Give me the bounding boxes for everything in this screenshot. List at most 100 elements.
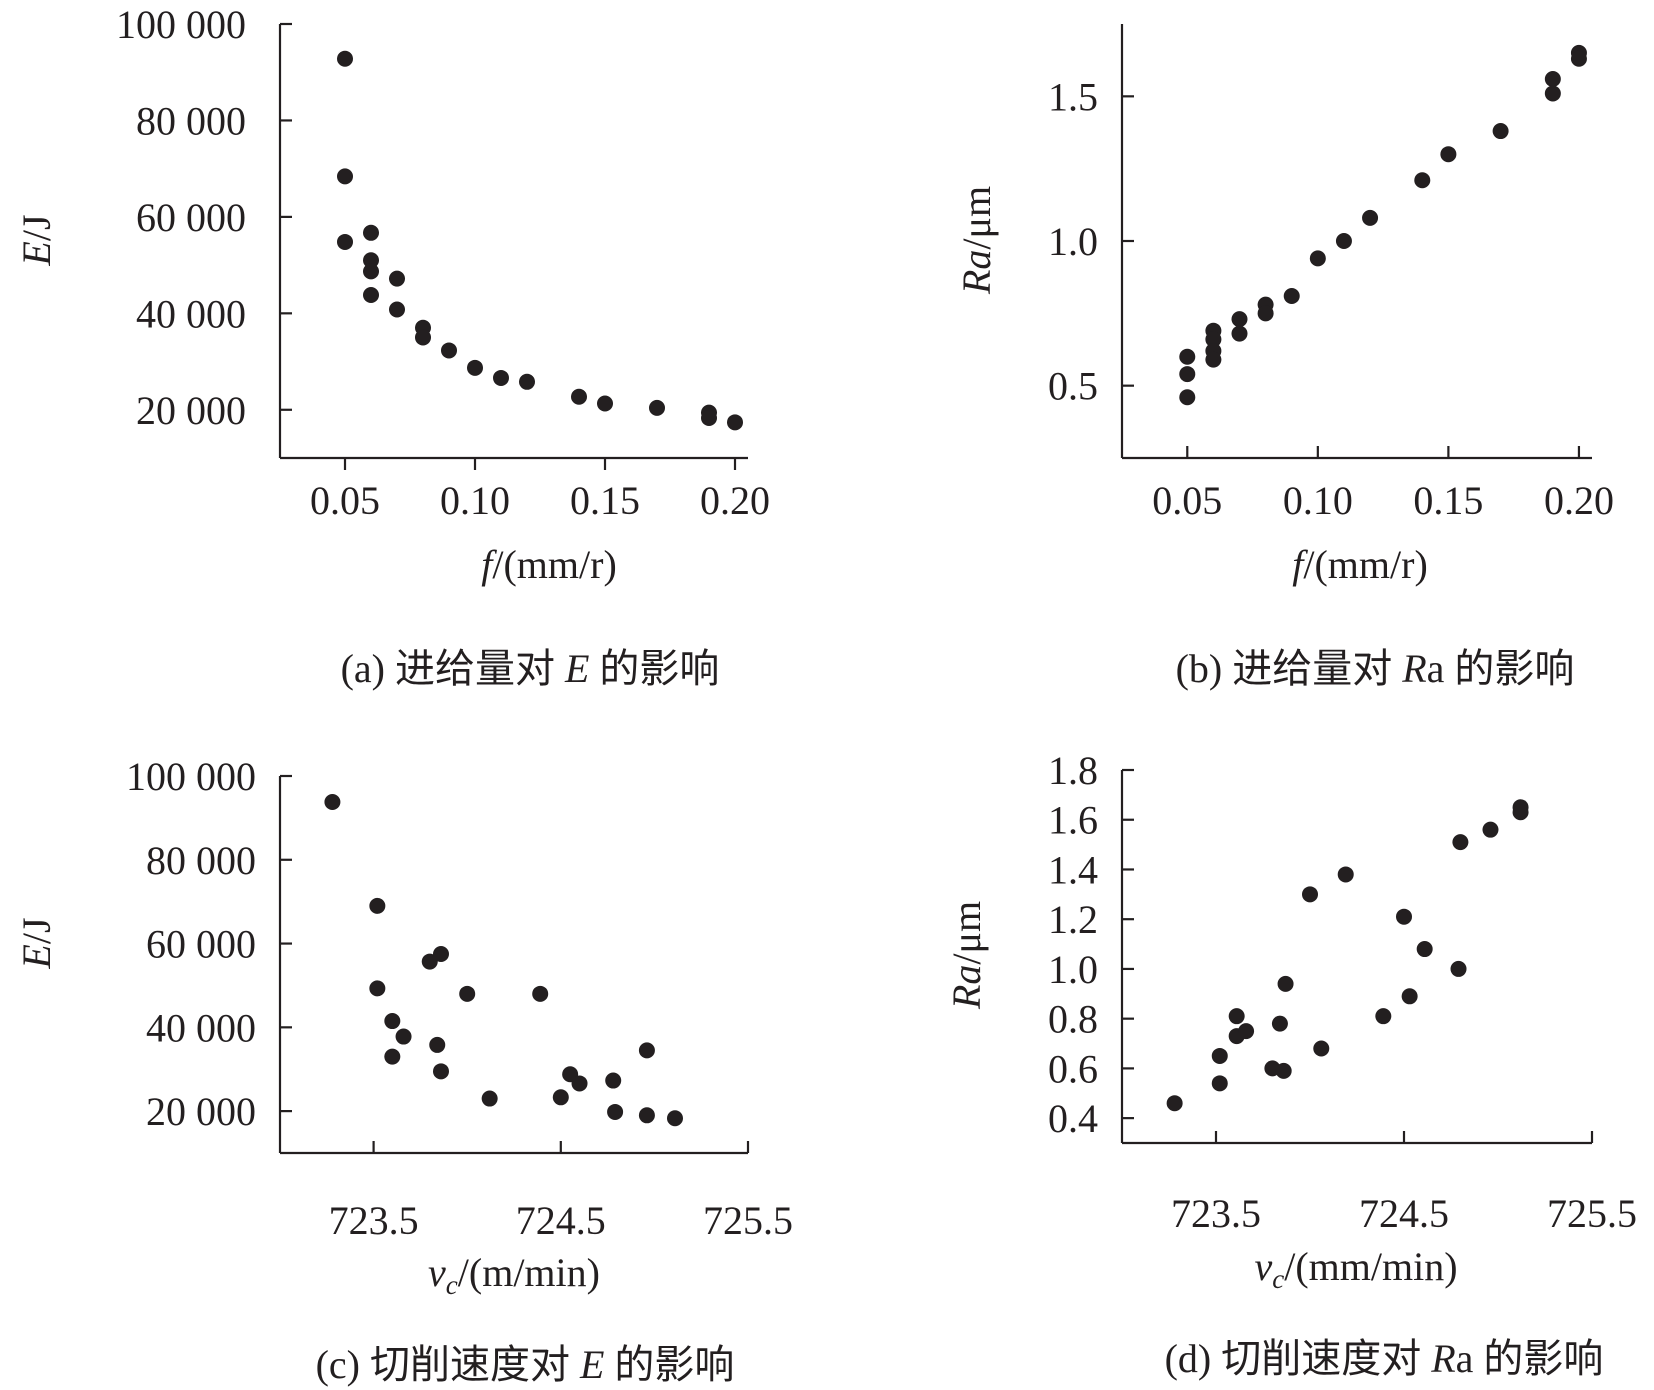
panel-c-data-point bbox=[432, 946, 449, 963]
panel-a-data-point bbox=[363, 224, 379, 241]
panel-b-data-point bbox=[1179, 366, 1196, 383]
panel-c-data-point bbox=[638, 1042, 655, 1059]
panel-d-data-point bbox=[1228, 1008, 1245, 1025]
panel-b: 0.05 0.10 0.15 0.20 0.5 1.0 1.5 f/(mm/r) Ra/μm… bbox=[954, 24, 1614, 691]
panel-d-y-tick-label: 1.8 bbox=[1048, 748, 1098, 793]
panel-a-y-tick-label: 20 000 bbox=[136, 388, 246, 433]
panel-b-data-point bbox=[1283, 287, 1300, 304]
panel-c-data-point bbox=[369, 897, 386, 914]
panel-b-x-tick-label: 0.10 bbox=[1283, 478, 1353, 523]
panel-b-data-point bbox=[1544, 70, 1561, 87]
panel-d-y-tick-label: 1.0 bbox=[1048, 947, 1098, 992]
panel-b-data-point bbox=[1335, 233, 1352, 249]
panel-b-data-point bbox=[1492, 123, 1509, 140]
panel-a-data-point bbox=[389, 270, 405, 287]
panel-a-data-point bbox=[337, 233, 353, 250]
panel-c-points bbox=[324, 793, 683, 1127]
panel-b-y-tick-label: 0.5 bbox=[1048, 364, 1098, 409]
panel-d-data-point bbox=[1211, 1075, 1228, 1092]
panel-a-data-point bbox=[597, 395, 613, 412]
panel-c-ticks: 723.5 724.5 725.5 20 000 40 000 60 000 80 000 1… bbox=[126, 754, 793, 1243]
panel-c-data-point bbox=[552, 1089, 569, 1106]
panel-d-y-label: Ra/μm bbox=[944, 901, 989, 1010]
panel-d-data-point bbox=[1302, 886, 1318, 903]
panel-b-caption: (b) 进给量对 Ra 的影响 bbox=[1176, 646, 1575, 691]
panel-c-data-point bbox=[421, 953, 438, 970]
panel-c-data-point bbox=[605, 1072, 622, 1089]
panel-b-x-tick-label: 0.05 bbox=[1152, 478, 1222, 523]
panel-b-data-point bbox=[1257, 305, 1274, 322]
panel-d-data-point bbox=[1337, 866, 1354, 883]
panel-c-y-tick-label: 80 000 bbox=[146, 838, 256, 883]
panel-a-data-point bbox=[701, 409, 717, 426]
panel-a-x-tick-label: 0.10 bbox=[440, 478, 510, 523]
panel-d-data-point bbox=[1313, 1040, 1330, 1057]
panel-b-points bbox=[1179, 44, 1587, 406]
panel-b-data-point bbox=[1179, 348, 1196, 365]
panel-a-y-label: E/J bbox=[14, 214, 59, 266]
panel-a-ticks: 0.05 0.10 0.15 0.20 20 000 40 000 60 000 80 000… bbox=[116, 2, 770, 523]
panel-a-x-tick-label: 0.05 bbox=[310, 478, 380, 523]
panel-c-data-point bbox=[395, 1028, 412, 1045]
panel-d-data-point bbox=[1452, 834, 1469, 851]
panel-a-data-point bbox=[415, 329, 431, 346]
panel-c-x-tick-label: 724.5 bbox=[516, 1198, 606, 1243]
panel-c-data-point bbox=[384, 1013, 401, 1030]
panel-a-x-label: f/(mm/r) bbox=[481, 542, 617, 587]
panel-c-data-point bbox=[429, 1036, 446, 1053]
panel-a-data-point bbox=[649, 399, 665, 416]
panel-a-data-point bbox=[493, 369, 509, 386]
panel-c-y-tick-label: 100 000 bbox=[126, 754, 256, 799]
panel-c-x-tick-label: 725.5 bbox=[703, 1198, 793, 1243]
panel-b-data-point bbox=[1179, 389, 1196, 406]
panel-a-x-tick-label: 0.20 bbox=[700, 478, 770, 523]
panel-a-data-point bbox=[441, 342, 457, 359]
panel-a-y-tick-label: 100 000 bbox=[116, 2, 246, 47]
panel-d-data-point bbox=[1396, 908, 1412, 925]
panel-b-data-point bbox=[1362, 209, 1379, 226]
panel-d-data-point bbox=[1277, 975, 1294, 992]
panel-d-x-tick-label: 724.5 bbox=[1359, 1191, 1449, 1236]
panel-b-data-point bbox=[1231, 311, 1248, 328]
panel-a-x-tick-label: 0.15 bbox=[570, 478, 640, 523]
panel-b-data-point bbox=[1440, 146, 1457, 163]
panel-d-caption: (d) 切削速度对 Ra 的影响 bbox=[1165, 1336, 1604, 1381]
panel-a-data-point bbox=[727, 414, 743, 431]
panel-a-y-tick-label: 80 000 bbox=[136, 98, 246, 143]
panel-b-ticks: 0.05 0.10 0.15 0.20 0.5 1.0 1.5 bbox=[1048, 74, 1614, 522]
panel-d-data-point bbox=[1275, 1062, 1292, 1079]
panel-b-x-tick-label: 0.20 bbox=[1544, 478, 1614, 523]
panel-c-data-point bbox=[369, 980, 386, 997]
panel-d-data-point bbox=[1401, 988, 1418, 1005]
panel-c-data-point bbox=[607, 1103, 624, 1120]
panel-b-x-tick-label: 0.15 bbox=[1413, 478, 1483, 523]
panel-d-ticks: 723.5 724.5 725.5 0.4 0.60.8 1.0 1.2 1.41.6 1.8 bbox=[1048, 748, 1637, 1236]
panel-a: 0.05 0.10 0.15 0.20 20 000 40 000 60 000 80 000… bbox=[14, 2, 770, 691]
panel-d-y-tick-label: 0.4 bbox=[1048, 1096, 1098, 1141]
panel-d-data-point bbox=[1450, 960, 1467, 977]
panel-d-x-label: vc/(mm/min) bbox=[1254, 1244, 1457, 1294]
panel-d-data-point bbox=[1211, 1047, 1228, 1064]
panel-d-points bbox=[1166, 799, 1529, 1112]
panel-d-y-tick-label: 1.6 bbox=[1048, 798, 1098, 843]
panel-b-y-label: Ra/μm bbox=[954, 186, 999, 295]
panel-d-data-point bbox=[1512, 804, 1529, 821]
panel-d-data-point bbox=[1416, 941, 1433, 958]
panel-a-data-point bbox=[337, 168, 353, 185]
panel-c-caption: (c) 切削速度对 E 的影响 bbox=[316, 1342, 735, 1387]
panel-c-y-label: E/J bbox=[14, 917, 59, 969]
panel-d-y-tick-label: 1.2 bbox=[1048, 897, 1098, 942]
panel-c-data-point bbox=[459, 985, 476, 1002]
panel-a-y-tick-label: 60 000 bbox=[136, 195, 246, 240]
panel-d-y-tick-label: 0.6 bbox=[1048, 1046, 1098, 1091]
panel-c-data-point bbox=[666, 1110, 683, 1127]
panel-c-data-point bbox=[532, 985, 549, 1002]
panel-a-caption: (a) 进给量对 E 的影响 bbox=[341, 646, 720, 691]
panel-d-data-point bbox=[1166, 1095, 1183, 1112]
panel-a-data-point bbox=[363, 263, 379, 280]
panel-c-data-point bbox=[324, 793, 341, 810]
panel-d: 723.5 724.5 725.50.40.60.81.01.21.41.61.8 … bbox=[944, 748, 1637, 1381]
panel-b-data-point bbox=[1205, 351, 1222, 368]
panel-d-y-tick-label: 1.4 bbox=[1048, 847, 1098, 892]
